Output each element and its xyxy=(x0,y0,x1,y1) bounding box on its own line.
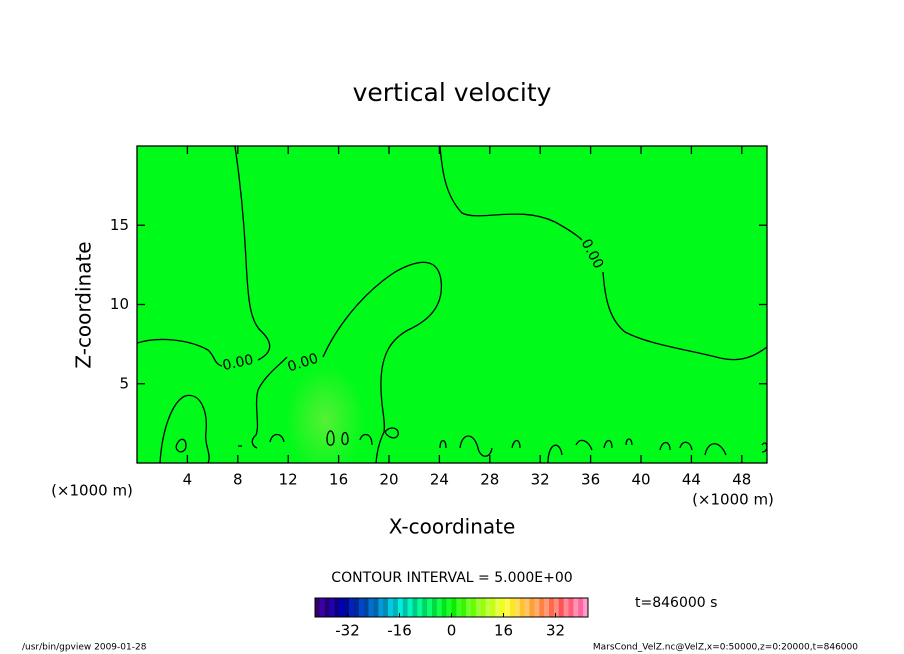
contour-label: 0.00 xyxy=(221,352,255,374)
contour-line xyxy=(439,146,767,361)
colorbar-stripe xyxy=(568,598,574,617)
y-axis-label: Z-coordinate xyxy=(72,241,96,368)
colorbar-stripe xyxy=(524,598,530,617)
colorbar-stripe xyxy=(344,598,350,617)
x-tick-label: 24 xyxy=(430,471,449,489)
colorbar-stripe xyxy=(319,598,326,617)
colorbar-tick-label: 32 xyxy=(546,622,565,640)
colorbar-stripe xyxy=(417,598,423,617)
x-tick-label: 36 xyxy=(581,471,600,489)
colorbar-stripe xyxy=(378,598,384,617)
colorbar-stripe xyxy=(446,598,452,617)
colorbar-stripe xyxy=(354,598,360,617)
colorbar-stripe xyxy=(466,598,472,617)
x-unit: (×1000 m) xyxy=(692,491,774,509)
colorbar-stripe xyxy=(397,598,404,617)
contour-line xyxy=(251,261,443,463)
colorbar-stripe xyxy=(461,598,467,617)
contour-line xyxy=(137,146,271,367)
colorbar-stripe xyxy=(519,598,525,617)
colorbar-stripe xyxy=(329,598,335,617)
colorbar-stripe xyxy=(480,598,486,617)
contour-line xyxy=(159,394,210,463)
colorbar-tick-label: 16 xyxy=(494,622,513,640)
colorbar-stripe xyxy=(368,598,374,617)
colorbar-stripe xyxy=(544,598,550,617)
x-tick-label: 28 xyxy=(480,471,499,489)
colorbar-stripe xyxy=(529,598,535,617)
x-tick-label: 12 xyxy=(279,471,298,489)
colorbar-stripe xyxy=(558,598,564,617)
x-tick-label: 4 xyxy=(183,471,193,489)
colorbar-tick-label: 0 xyxy=(447,622,457,640)
x-tick-label: 32 xyxy=(531,471,550,489)
warm-patch xyxy=(285,365,365,463)
colorbar-stripe xyxy=(563,598,569,617)
contour-line xyxy=(175,427,767,463)
x-unit: (×1000 m) xyxy=(51,482,133,500)
colorbar-stripe xyxy=(349,598,355,617)
x-tick-label: 8 xyxy=(233,471,243,489)
colorbar-stripe xyxy=(505,598,511,617)
colorbar-stripe xyxy=(427,598,433,617)
colorbar-stripe xyxy=(412,598,418,617)
colorbar-stripe xyxy=(393,598,399,617)
colorbar-stripe xyxy=(549,598,555,617)
colorbar-stripe xyxy=(402,598,408,617)
contour-interval: CONTOUR INTERVAL = 5.000E+00 xyxy=(331,570,572,586)
colorbar-tick-label: -16 xyxy=(387,622,412,640)
colorbar-stripe xyxy=(534,598,540,617)
footer-right: MarsCond_VelZ.nc@VelZ,x=0:50000,z=0:2000… xyxy=(593,643,858,653)
colorbar-tick-label: -32 xyxy=(335,622,360,640)
colorbar-stripe xyxy=(514,598,521,617)
field xyxy=(137,146,767,463)
x-tick-label: 40 xyxy=(631,471,650,489)
x-tick-label: 20 xyxy=(379,471,398,489)
x-tick-label: 16 xyxy=(329,471,348,489)
colorbar-stripe xyxy=(324,598,330,617)
colorbar-stripe xyxy=(500,598,506,617)
colorbar-stripe xyxy=(578,598,584,617)
y-tick-label: 10 xyxy=(110,295,129,313)
y-tick-label: 5 xyxy=(119,374,129,392)
colorbar-stripe xyxy=(315,598,321,617)
colorbar-stripe xyxy=(334,598,340,617)
colorbar-stripe xyxy=(456,598,462,617)
x-tick-label: 44 xyxy=(682,471,701,489)
colorbar-stripe xyxy=(553,598,560,617)
colorbar-stripe xyxy=(495,598,501,617)
colorbar-stripe xyxy=(432,598,438,617)
colorbar-stripe xyxy=(451,598,457,617)
colorbar-stripe xyxy=(490,598,496,617)
colorbar-stripe xyxy=(383,598,389,617)
colorbar-stripe xyxy=(539,598,545,617)
colorbar-stripe xyxy=(583,598,589,617)
chart-title: vertical velocity xyxy=(353,78,552,107)
x-tick-label: 48 xyxy=(732,471,751,489)
colorbar-stripe xyxy=(436,598,443,617)
colorbar-stripe xyxy=(475,598,482,617)
colorbar-stripe xyxy=(422,598,428,617)
x-axis-label: X-coordinate xyxy=(389,515,516,539)
y-tick-label: 15 xyxy=(110,216,129,234)
colorbar-stripe xyxy=(471,598,477,617)
colorbar-stripe xyxy=(363,598,369,617)
colorbar: -32 -16 0 16 32 xyxy=(314,597,589,640)
colorbar-stripe xyxy=(339,598,345,617)
footer-left: /usr/bin/gpview 2009-01-28 xyxy=(22,643,147,653)
colorbar-stripe xyxy=(573,598,579,617)
colorbar-stripe xyxy=(441,598,447,617)
colorbar-stripe xyxy=(388,598,394,617)
colorbar-stripe xyxy=(407,598,413,617)
colorbar-stripe xyxy=(358,598,365,617)
colorbar-stripe xyxy=(510,598,516,617)
colorbar-stripe xyxy=(373,598,379,617)
colorbar-stripe xyxy=(485,598,491,617)
time-label: t=846000 s xyxy=(635,595,717,611)
